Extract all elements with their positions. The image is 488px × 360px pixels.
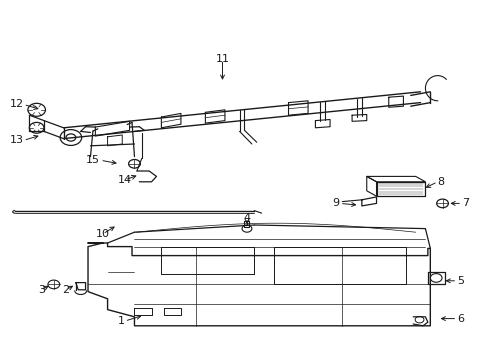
Text: 15: 15 xyxy=(86,155,100,165)
Text: 8: 8 xyxy=(437,177,444,187)
Text: 14: 14 xyxy=(118,175,131,185)
Text: 1: 1 xyxy=(118,316,124,326)
Text: 10: 10 xyxy=(96,229,109,239)
Text: 7: 7 xyxy=(461,198,468,208)
Text: 11: 11 xyxy=(215,54,229,64)
Text: 13: 13 xyxy=(9,135,23,145)
Text: 9: 9 xyxy=(332,198,339,208)
Text: 12: 12 xyxy=(9,99,23,109)
Text: 5: 5 xyxy=(456,276,463,286)
Text: 6: 6 xyxy=(456,314,463,324)
Text: 2: 2 xyxy=(62,285,69,295)
Text: 4: 4 xyxy=(243,213,250,223)
Text: 3: 3 xyxy=(38,285,45,295)
